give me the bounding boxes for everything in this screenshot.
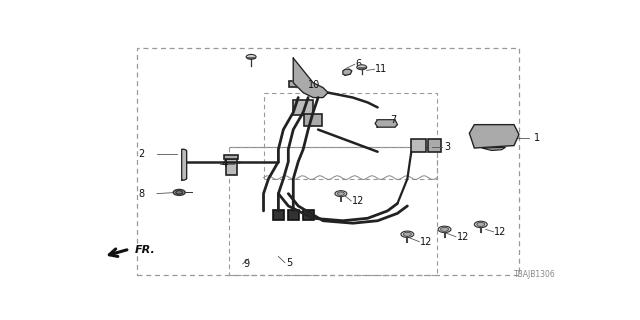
Bar	[428, 139, 440, 152]
Text: TBAJB1306: TBAJB1306	[515, 270, 556, 279]
Circle shape	[403, 232, 412, 236]
Bar	[293, 100, 313, 115]
Bar	[305, 114, 322, 126]
Text: 3: 3	[445, 142, 451, 152]
Text: 12: 12	[494, 227, 506, 237]
Circle shape	[335, 191, 347, 196]
Circle shape	[176, 191, 182, 194]
Text: 8: 8	[138, 188, 145, 199]
Bar	[289, 81, 303, 87]
Text: 6: 6	[355, 59, 362, 69]
Text: 5: 5	[286, 258, 292, 268]
Text: 12: 12	[352, 196, 364, 206]
Bar	[288, 210, 299, 220]
Bar	[478, 132, 510, 140]
Bar	[378, 120, 395, 127]
Text: 7: 7	[390, 115, 396, 125]
Text: 12: 12	[457, 232, 469, 242]
Text: 1: 1	[534, 133, 540, 143]
Polygon shape	[182, 149, 187, 180]
Circle shape	[173, 189, 185, 195]
Polygon shape	[469, 124, 519, 148]
Circle shape	[246, 54, 256, 59]
Circle shape	[477, 222, 484, 227]
Text: 9: 9	[244, 259, 250, 269]
Polygon shape	[293, 58, 328, 98]
Text: 10: 10	[308, 80, 321, 90]
Bar	[484, 133, 504, 138]
Polygon shape	[375, 120, 397, 127]
Bar	[273, 210, 284, 220]
Circle shape	[356, 65, 367, 70]
Text: FR.: FR.	[134, 245, 156, 255]
Text: 4: 4	[221, 159, 227, 169]
Circle shape	[401, 231, 414, 237]
Polygon shape	[343, 69, 352, 75]
Circle shape	[440, 228, 449, 231]
Circle shape	[337, 192, 344, 195]
Bar	[411, 139, 426, 152]
Bar	[226, 158, 237, 174]
Circle shape	[474, 221, 487, 228]
Circle shape	[438, 226, 451, 233]
Polygon shape	[482, 147, 506, 150]
Text: 12: 12	[420, 237, 432, 247]
Bar	[225, 155, 238, 159]
Text: 2: 2	[138, 149, 145, 159]
Text: 11: 11	[375, 64, 387, 74]
Bar	[303, 210, 314, 220]
